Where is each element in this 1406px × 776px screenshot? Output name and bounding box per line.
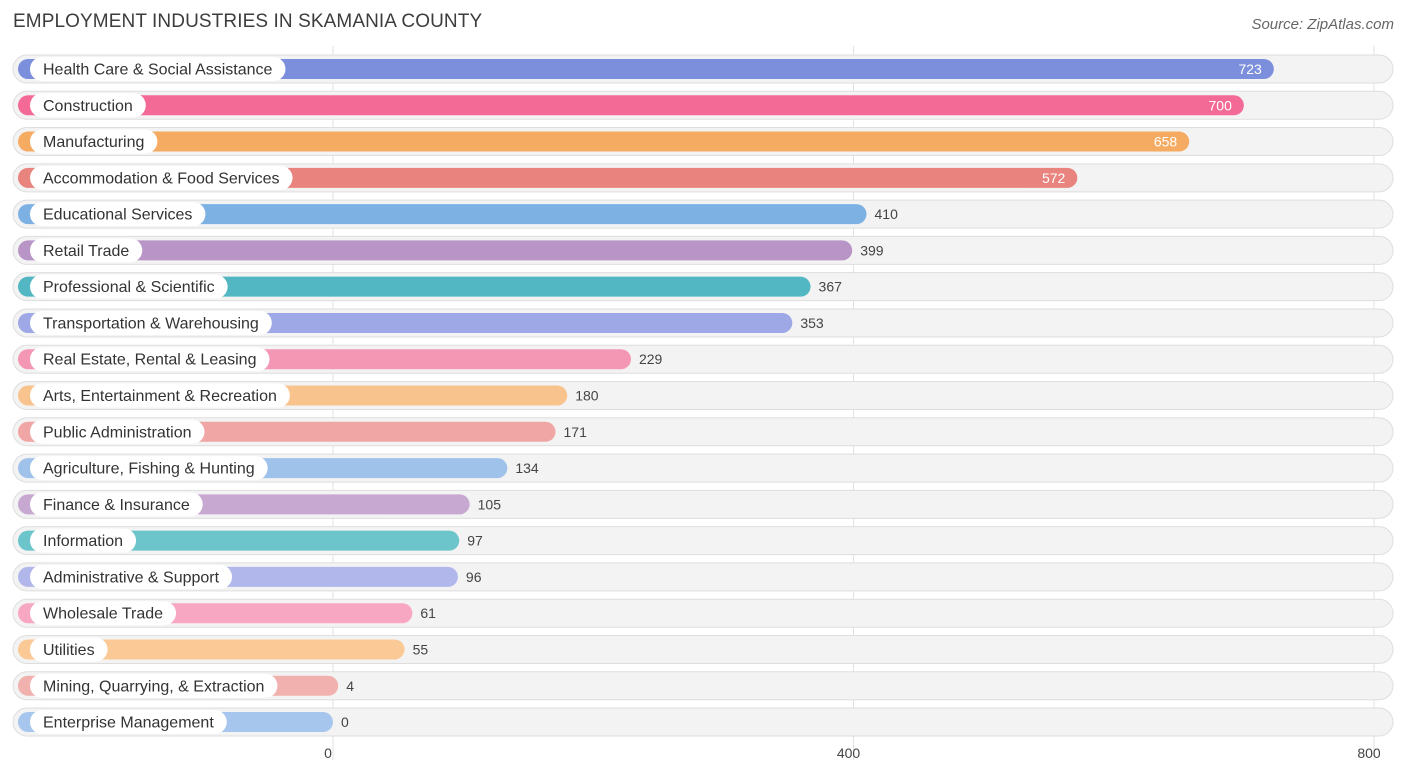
category-label-pill bbox=[30, 492, 203, 517]
category-label-pill bbox=[30, 310, 272, 335]
category-label-pill bbox=[30, 564, 233, 589]
category-label-pill bbox=[30, 419, 205, 444]
value-label: 96 bbox=[466, 569, 482, 585]
category-label: Retail Trade bbox=[43, 243, 129, 260]
bar bbox=[18, 59, 1274, 79]
value-label: 134 bbox=[515, 460, 539, 476]
category-label: Arts, Entertainment & Recreation bbox=[43, 388, 277, 405]
value-label: 353 bbox=[800, 315, 824, 331]
value-label: 0 bbox=[341, 714, 349, 730]
value-label: 180 bbox=[575, 388, 599, 404]
category-label-pill bbox=[30, 93, 146, 118]
bar-row: Administrative & Support 96 bbox=[12, 562, 1394, 592]
bar-row: Public Administration 171 bbox=[12, 417, 1394, 447]
value-label: 171 bbox=[564, 424, 588, 440]
bar-row: Professional & Scientific 367 bbox=[12, 272, 1394, 302]
bar-row: Health Care & Social Assistance 723 bbox=[12, 54, 1394, 84]
category-label-pill bbox=[30, 528, 137, 553]
category-label-pill bbox=[30, 165, 293, 190]
category-label: Information bbox=[43, 533, 123, 550]
category-label: Agriculture, Fishing & Hunting bbox=[43, 461, 255, 478]
bar-row: Retail Trade 399 bbox=[12, 235, 1394, 265]
category-label-pill bbox=[30, 710, 227, 735]
value-label: 723 bbox=[1238, 61, 1262, 77]
tick-label: 400 bbox=[837, 745, 861, 761]
category-label: Utilities bbox=[43, 642, 95, 659]
bar-row: Construction 700 bbox=[12, 90, 1394, 120]
category-label-pill bbox=[30, 673, 278, 698]
bar-row: Utilities 55 bbox=[12, 634, 1394, 664]
category-label: Wholesale Trade bbox=[43, 606, 163, 623]
category-label: Administrative & Support bbox=[43, 569, 220, 586]
bar-rows: Health Care & Social Assistance 723 Constr… bbox=[12, 54, 1394, 737]
bar bbox=[18, 95, 1244, 116]
bar-row: Accommodation & Food Services 572 bbox=[12, 163, 1394, 193]
value-label: 61 bbox=[420, 605, 436, 621]
bar bbox=[18, 131, 1190, 152]
category-label-pill bbox=[30, 274, 228, 299]
bar-track bbox=[12, 707, 1394, 737]
category-label: Accommodation & Food Services bbox=[43, 170, 280, 187]
category-label-pill bbox=[30, 202, 206, 227]
bar-row: Transportation & Warehousing 353 bbox=[12, 308, 1394, 338]
category-label: Mining, Quarrying, & Extraction bbox=[43, 678, 264, 695]
bar-row: Arts, Entertainment & Recreation 180 bbox=[12, 381, 1394, 411]
value-label: 4 bbox=[346, 678, 354, 694]
category-label: Health Care & Social Assistance bbox=[43, 62, 273, 79]
value-label: 410 bbox=[875, 206, 899, 222]
bar-row: Educational Services 410 bbox=[12, 199, 1394, 229]
tick-label: 800 bbox=[1357, 745, 1381, 761]
category-label-pill bbox=[30, 129, 158, 154]
value-label: 700 bbox=[1209, 97, 1233, 113]
chart-title: EMPLOYMENT INDUSTRIES IN SKAMANIA COUNTY bbox=[13, 11, 483, 32]
value-label: 105 bbox=[478, 496, 502, 512]
bar bbox=[18, 240, 853, 261]
value-label: 55 bbox=[413, 641, 429, 657]
category-label: Educational Services bbox=[43, 207, 192, 224]
bar-row: Agriculture, Fishing & Hunting 134 bbox=[12, 453, 1394, 483]
bar-row: Enterprise Management 0 bbox=[12, 707, 1394, 737]
category-label: Professional & Scientific bbox=[43, 279, 215, 296]
category-label-pill bbox=[30, 238, 143, 263]
bar-row: Information 97 bbox=[12, 526, 1394, 556]
bar-row: Manufacturing 658 bbox=[12, 127, 1394, 157]
bar-row: Mining, Quarrying, & Extraction 4 bbox=[12, 671, 1394, 701]
category-label-pill bbox=[30, 456, 268, 481]
bar-row: Real Estate, Rental & Leasing 229 bbox=[12, 344, 1394, 374]
category-label: Construction bbox=[43, 98, 133, 115]
category-label-pill bbox=[30, 637, 108, 662]
category-label: Manufacturing bbox=[43, 134, 144, 151]
bar-track bbox=[12, 671, 1394, 701]
bar bbox=[18, 204, 867, 225]
category-label-pill bbox=[30, 347, 270, 372]
value-label: 399 bbox=[860, 242, 884, 258]
x-axis-ticks: 0 400 800 bbox=[324, 745, 1381, 761]
bar-row: Finance & Insurance 105 bbox=[12, 489, 1394, 519]
value-label: 658 bbox=[1154, 134, 1178, 150]
value-label: 229 bbox=[639, 351, 663, 367]
tick-label: 0 bbox=[324, 745, 332, 761]
category-label: Enterprise Management bbox=[43, 715, 214, 732]
value-label: 97 bbox=[467, 533, 483, 549]
category-label: Transportation & Warehousing bbox=[43, 315, 259, 332]
bar bbox=[18, 639, 405, 660]
category-label: Real Estate, Rental & Leasing bbox=[43, 352, 256, 369]
category-label-pill bbox=[30, 601, 177, 626]
category-label-pill bbox=[30, 383, 290, 408]
category-label-pill bbox=[30, 57, 286, 81]
value-label: 367 bbox=[819, 279, 843, 295]
category-label: Public Administration bbox=[43, 424, 192, 441]
bar-row: Wholesale Trade 61 bbox=[12, 598, 1394, 628]
value-label: 572 bbox=[1042, 170, 1066, 186]
chart-source: Source: ZipAtlas.com bbox=[1251, 16, 1394, 33]
category-label: Finance & Insurance bbox=[43, 497, 190, 514]
